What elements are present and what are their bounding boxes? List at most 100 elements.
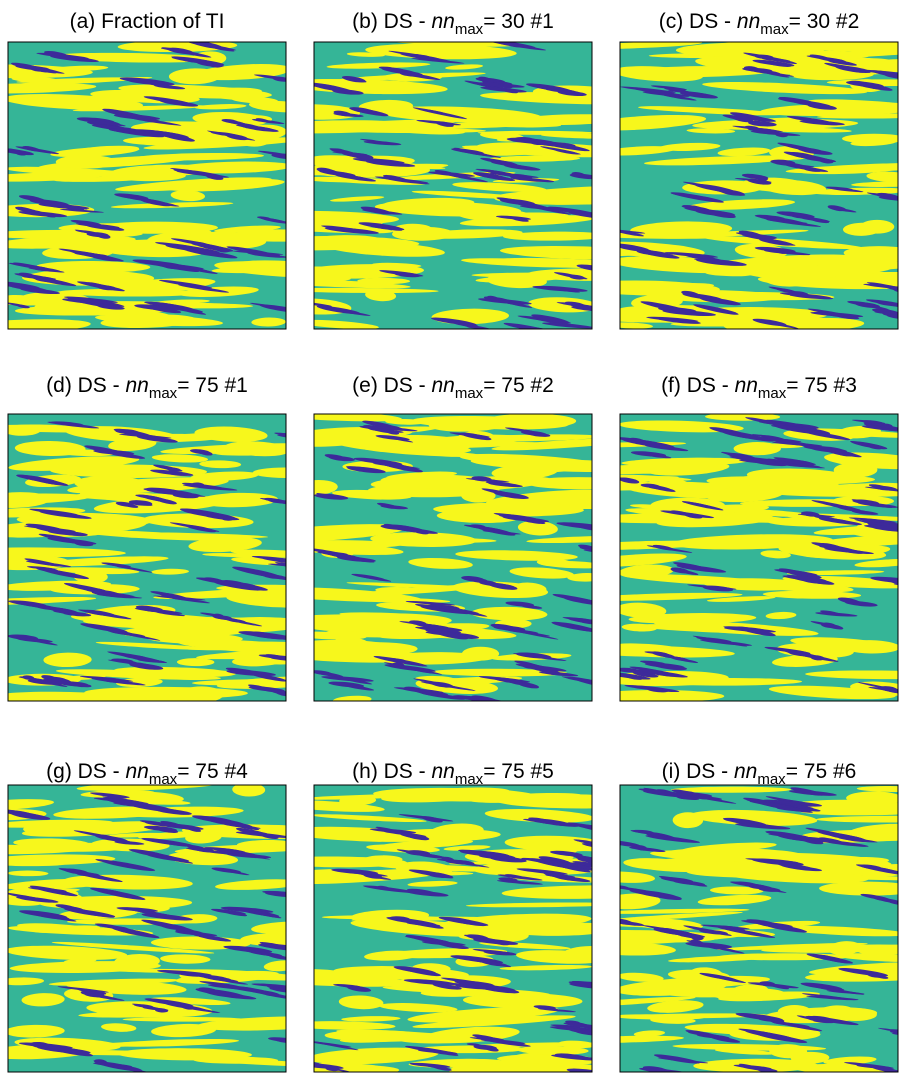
yellow-facies: [326, 62, 431, 69]
blue-facies: [126, 803, 168, 812]
blue-facies: [106, 451, 146, 459]
panel-image: [8, 414, 286, 701]
yellow-facies: [695, 56, 824, 74]
yellow-facies: [620, 643, 683, 652]
blue-facies: [394, 71, 441, 80]
blue-facies: [251, 555, 286, 562]
blue-facies: [412, 529, 429, 535]
blue-facies: [581, 214, 592, 221]
blue-facies: [167, 472, 188, 476]
blue-facies: [104, 794, 127, 799]
yellow-facies: [620, 474, 692, 481]
blue-facies: [433, 604, 488, 617]
blue-facies: [46, 1046, 93, 1057]
blue-facies: [334, 676, 373, 685]
blue-facies: [878, 196, 898, 202]
yellow-facies: [662, 847, 804, 862]
blue-facies: [735, 823, 791, 830]
blue-facies: [265, 654, 286, 664]
yellow-facies: [314, 587, 422, 602]
yellow-facies: [8, 319, 91, 329]
yellow-facies: [332, 695, 372, 701]
yellow-facies: [332, 637, 371, 652]
yellow-facies: [765, 611, 797, 620]
yellow-facies: [717, 942, 868, 951]
title-suffix: = 30 #1: [483, 10, 554, 33]
blue-facies: [589, 547, 592, 555]
blue-facies: [601, 829, 614, 834]
yellow-facies: [620, 1035, 684, 1043]
blue-facies: [673, 568, 699, 576]
blue-facies: [871, 525, 898, 533]
blue-facies: [732, 116, 754, 123]
blue-facies: [159, 132, 195, 142]
blue-facies: [405, 600, 455, 606]
blue-facies: [483, 950, 517, 956]
blue-facies: [579, 546, 592, 551]
title-suffix: = 75 #6: [786, 760, 857, 783]
blue-facies: [96, 233, 111, 239]
yellow-facies: [747, 443, 803, 449]
blue-facies: [464, 695, 517, 701]
blue-facies: [851, 510, 879, 515]
blue-facies: [510, 177, 555, 183]
blue-facies: [593, 842, 609, 848]
blue-facies: [280, 78, 286, 83]
yellow-facies: [620, 996, 696, 1008]
title-variable: nn: [125, 760, 148, 783]
blue-facies: [107, 891, 141, 900]
panel-image: [314, 414, 592, 701]
yellow-facies: [173, 161, 286, 174]
yellow-facies: [620, 972, 664, 982]
blue-facies: [648, 485, 676, 492]
blue-facies: [736, 626, 776, 637]
blue-facies: [185, 847, 234, 855]
blue-facies: [37, 680, 68, 687]
blue-facies: [531, 314, 570, 324]
blue-facies: [88, 253, 118, 262]
title-suffix: = 75 #2: [483, 374, 554, 397]
blue-facies: [74, 541, 94, 547]
blue-facies: [766, 219, 822, 227]
yellow-facies: [314, 1062, 383, 1072]
yellow-facies: [482, 414, 577, 429]
blue-facies: [155, 855, 194, 864]
blue-facies: [752, 318, 799, 329]
yellow-facies: [777, 1005, 811, 1018]
yellow-facies: [842, 133, 898, 144]
blue-facies: [267, 953, 286, 960]
yellow-facies: [637, 106, 784, 116]
blue-facies: [676, 1073, 692, 1079]
yellow-facies: [385, 948, 508, 959]
yellow-facies: [697, 894, 772, 906]
title-variable: nn: [431, 374, 454, 397]
blue-facies: [428, 1050, 459, 1056]
yellow-facies: [16, 512, 153, 528]
title-subscript: max: [149, 385, 178, 402]
blue-facies: [580, 824, 592, 832]
blue-facies: [59, 208, 104, 213]
blue-facies: [591, 1073, 604, 1077]
yellow-facies: [107, 1038, 239, 1047]
blue-facies: [539, 821, 568, 826]
blue-facies: [829, 59, 857, 66]
yellow-facies: [631, 1013, 769, 1019]
blue-facies: [380, 505, 409, 510]
blue-facies: [137, 659, 166, 663]
blue-facies: [643, 790, 698, 798]
blue-facies: [461, 324, 494, 329]
yellow-facies: [176, 1022, 283, 1030]
blue-facies: [594, 986, 620, 991]
blue-facies: [214, 868, 250, 876]
blue-facies: [629, 846, 666, 852]
yellow-facies: [188, 536, 262, 553]
blue-facies: [867, 444, 884, 450]
blue-facies: [385, 178, 430, 185]
blue-facies: [482, 530, 521, 535]
blue-facies: [177, 972, 204, 977]
yellow-facies: [444, 435, 592, 443]
blue-facies: [432, 874, 454, 879]
blue-facies: [624, 674, 643, 680]
panel-border: [313, 784, 593, 1073]
blue-facies: [241, 125, 279, 132]
